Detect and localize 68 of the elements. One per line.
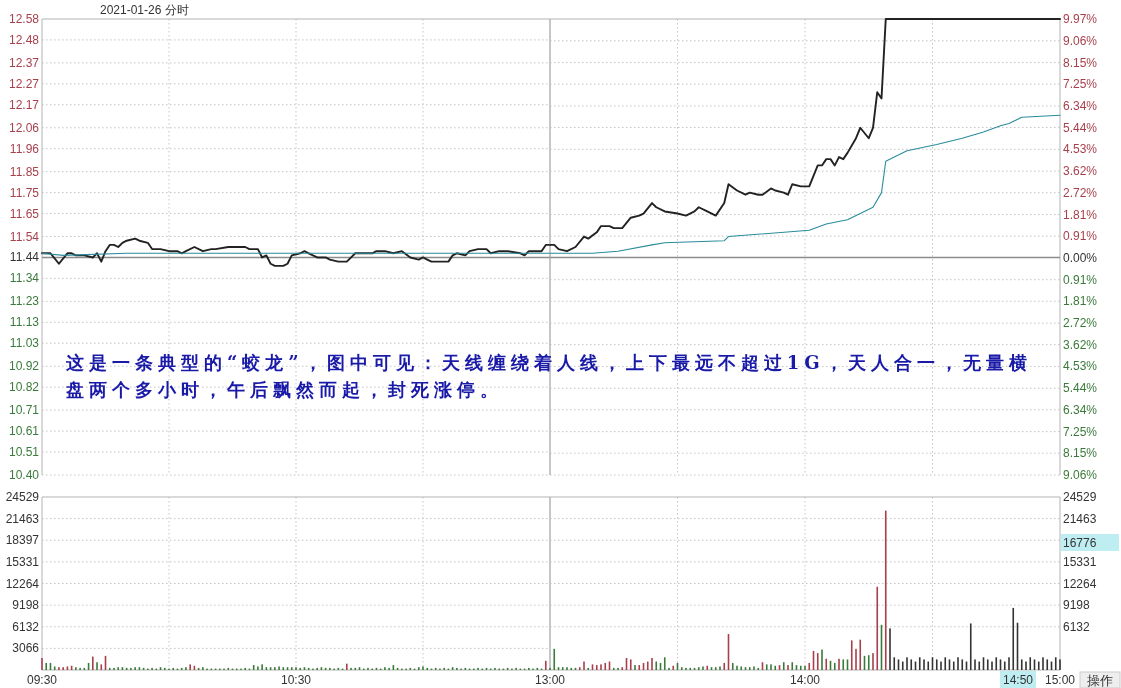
y2-tick-label: 2.72%: [1063, 316, 1098, 331]
y-tick-label: 9198: [1063, 598, 1091, 613]
chart-title: 2021-01-26 分时: [100, 3, 189, 17]
y2-tick-label: 0.91%: [1063, 229, 1098, 244]
y2-tick-label: 5.44%: [1063, 120, 1098, 135]
y-tick-label: 11.13: [9, 315, 40, 330]
y-tick-label: 12.27: [8, 76, 40, 91]
x-tick-label: 09:30: [26, 673, 58, 687]
y-tick-label: 9198: [12, 598, 40, 613]
y-tick-label: 11.96: [9, 141, 40, 156]
y-tick-label: 12264: [1063, 576, 1097, 591]
y2-tick-label: 1.81%: [1063, 294, 1098, 309]
y-tick-label: 11.44: [9, 250, 40, 265]
y2-tick-label: 4.53%: [1063, 359, 1098, 374]
text: 操作: [1087, 673, 1113, 688]
y-tick-label: 15331: [5, 554, 40, 569]
y-tick-label: 10.61: [8, 424, 40, 439]
y-tick-label: 24529: [5, 490, 40, 504]
text: 16776: [1063, 536, 1097, 550]
y2-tick-label: 8.15%: [1063, 55, 1098, 70]
y2-tick-label: 8.15%: [1063, 446, 1098, 461]
text: 14:50: [1002, 673, 1034, 687]
y2-tick-label: 6.34%: [1063, 98, 1098, 113]
y-tick-label: 12.48: [8, 32, 40, 47]
annotation: 这是一条典型的“蛟龙”，图中可见：天线缠绕着人线，上下最远不超过1G，天人合一，无量横盘两个多小时，午后飘然而起，封死涨停。: [66, 351, 1033, 402]
y2-tick-label: 7.25%: [1063, 77, 1098, 92]
y-tick-label: 11.54: [9, 229, 40, 244]
y-tick-label: 12264: [5, 576, 40, 591]
y-tick-label: 3066: [12, 641, 40, 656]
y2-tick-label: 4.53%: [1063, 142, 1098, 157]
y2-tick-label: 3.62%: [1063, 337, 1098, 352]
y-tick-label: 18397: [5, 533, 40, 548]
y2-tick-label: 0.91%: [1063, 272, 1098, 287]
y-tick-label: 21463: [5, 511, 40, 526]
y-tick-label: 10.71: [8, 403, 40, 418]
y-tick-label: 11.23: [9, 294, 40, 309]
y-tick-label: 12.37: [8, 55, 40, 70]
y-tick-label: 10.51: [8, 444, 40, 459]
y2-tick-label: 9.06%: [1063, 468, 1098, 482]
y-tick-label: 12.06: [8, 120, 40, 135]
y-tick-label: 10.40: [8, 468, 40, 482]
x-tick-label: 15:00: [1044, 673, 1076, 687]
y-tick-label: 11.75: [9, 185, 40, 200]
y-tick-label: 11.34: [9, 271, 40, 286]
y-tick-label: 6132: [1063, 619, 1091, 634]
y2-tick-label: 3.62%: [1063, 164, 1098, 179]
x-tick-label: 10:30: [280, 673, 312, 687]
y-tick-label: 10.92: [8, 359, 40, 374]
y-tick-label: 10.82: [8, 380, 40, 395]
y-tick-label: 15331: [1063, 554, 1097, 569]
y2-tick-label: 6.34%: [1063, 402, 1098, 417]
y-tick-label: 11.65: [9, 206, 40, 221]
y-tick-label: 6132: [12, 619, 40, 634]
y2-tick-label: 9.06%: [1063, 33, 1098, 48]
x-tick-label: 14:00: [789, 673, 821, 687]
y-tick-label: 12.58: [8, 12, 40, 26]
x-tick-label: 13:00: [534, 673, 566, 687]
y2-tick-label: 0.00%: [1063, 250, 1098, 265]
y-tick-label: 12.17: [8, 97, 40, 112]
y2-tick-label: 5.44%: [1063, 381, 1098, 396]
y-tick-label: 21463: [1063, 511, 1097, 526]
y-tick-label: 24529: [1063, 490, 1097, 504]
y-tick-label: 11.85: [9, 164, 40, 179]
y2-tick-label: 7.25%: [1063, 424, 1098, 439]
y-tick-label: 11.03: [9, 336, 40, 351]
y2-tick-label: 2.72%: [1063, 185, 1098, 200]
y2-tick-label: 1.81%: [1063, 207, 1098, 222]
y2-tick-label: 9.97%: [1063, 12, 1098, 26]
